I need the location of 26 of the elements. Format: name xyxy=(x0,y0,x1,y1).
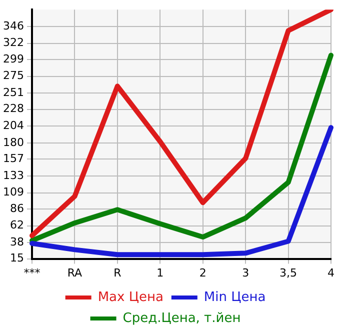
y-tick-label: 180 xyxy=(2,136,24,149)
y-tick-label: 109 xyxy=(2,186,24,199)
y-tick-label: 251 xyxy=(2,86,24,99)
y-tick-label: 38 xyxy=(10,236,24,249)
y-tick-label: 346 xyxy=(2,19,24,32)
y-tick-label: 299 xyxy=(2,52,24,66)
x-tick-label: R xyxy=(114,266,122,280)
x-tick-label: 3 xyxy=(242,266,250,280)
x-tick-label: *** xyxy=(24,266,41,280)
y-tick-label: 15 xyxy=(10,252,24,265)
x-tick-label: RA xyxy=(67,266,83,280)
y-tick-label: 86 xyxy=(10,202,24,215)
legend-label: Сред.Цена, т.йен xyxy=(122,310,241,326)
x-tick-label: 3,5 xyxy=(280,266,298,280)
y-tick-label: 228 xyxy=(2,102,24,116)
x-tick-label: 1 xyxy=(156,266,164,280)
y-tick-label: 133 xyxy=(2,168,24,182)
y-tick-label: 157 xyxy=(2,152,24,165)
y-tick-label: 275 xyxy=(2,69,24,82)
y-tick-label: 62 xyxy=(10,218,24,232)
y-tick-label: 204 xyxy=(2,118,24,132)
x-tick-label: 2 xyxy=(199,266,206,280)
legend-label: Min Цена xyxy=(204,290,266,305)
x-tick-label: 4 xyxy=(328,266,334,280)
y-tick-label: 322 xyxy=(2,36,24,50)
legend-label: Max Цена xyxy=(98,290,164,305)
